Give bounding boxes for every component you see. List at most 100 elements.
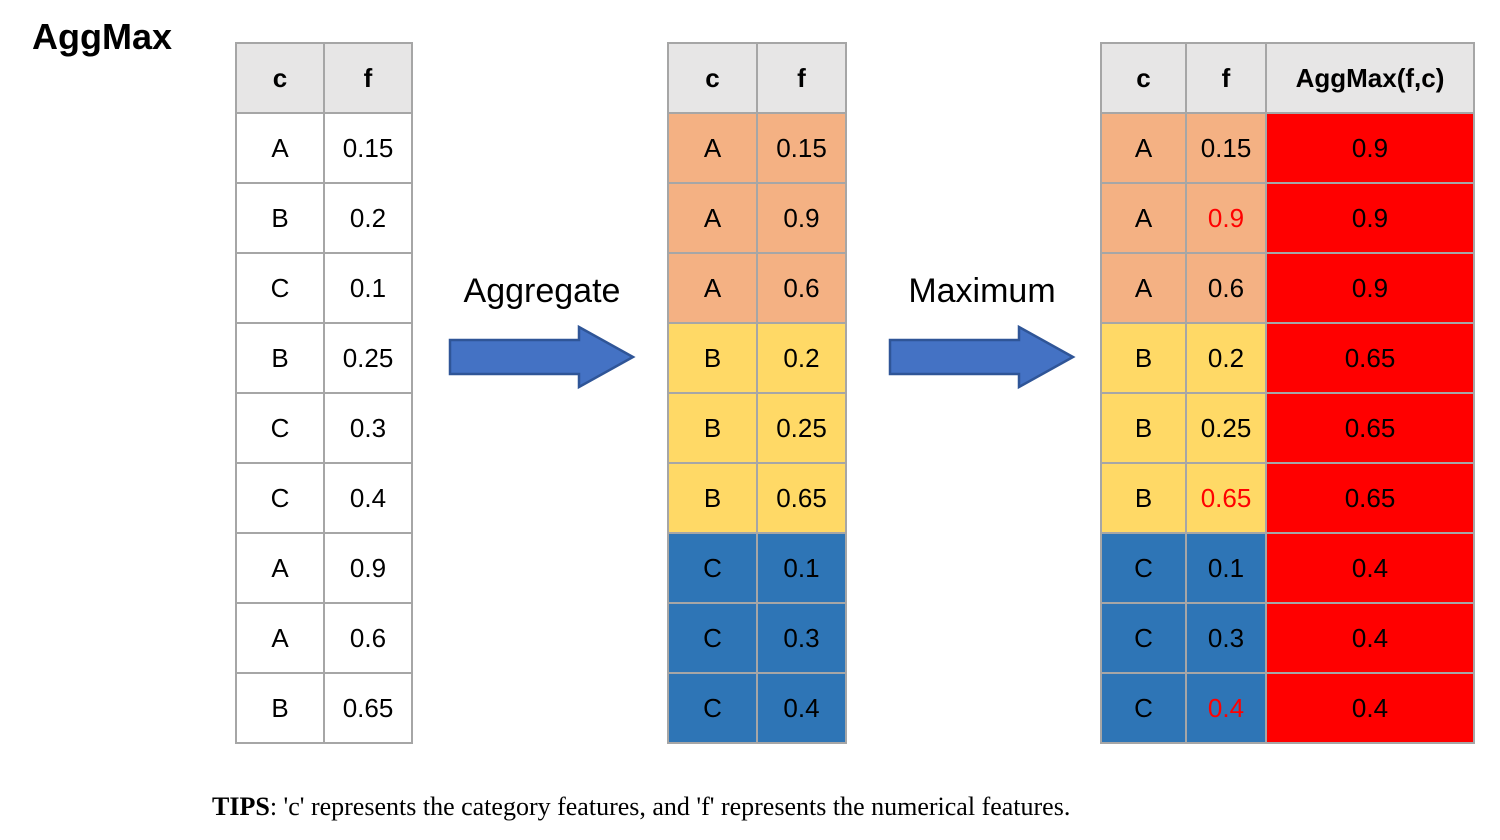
table-row: C 0.1 (235, 252, 413, 324)
tips-note: TIPS: 'c' represents the category featur… (212, 792, 1070, 822)
cell-f: 0.65 (323, 672, 413, 744)
table-row: C 0.3 0.4 (1100, 602, 1475, 674)
cell-f: 0.65 (756, 462, 847, 534)
cell-f: 0.3 (323, 392, 413, 464)
cell-f: 0.6 (756, 252, 847, 324)
table-row: B 0.2 (235, 182, 413, 254)
cell-c: C (667, 672, 758, 744)
table-row: B 0.2 (667, 322, 847, 394)
cell-aggmax: 0.9 (1265, 182, 1475, 254)
cell-c: A (1100, 252, 1187, 324)
cell-c: A (667, 112, 758, 184)
cell-aggmax: 0.4 (1265, 532, 1475, 604)
cell-aggmax: 0.65 (1265, 322, 1475, 394)
tips-label: TIPS (212, 792, 270, 821)
cell-f: 0.15 (323, 112, 413, 184)
aggregated-table: c f A 0.15 A 0.9 A 0.6 B 0.2 B 0.25 B 0.65 C 0.1 C 0.3 C 0.… (667, 42, 847, 744)
cell-f: 0.2 (1185, 322, 1267, 394)
table-row: C 0.4 0.4 (1100, 672, 1475, 744)
table-row: B 0.25 0.65 (1100, 392, 1475, 464)
cell-c: C (235, 392, 325, 464)
cell-c: A (235, 532, 325, 604)
table-row: A 0.15 0.9 (1100, 112, 1475, 184)
cell-c: B (1100, 392, 1187, 464)
maximum-step: Maximum (888, 272, 1076, 391)
table-row: C 0.3 (667, 602, 847, 674)
aggregate-step: Aggregate (448, 272, 636, 391)
table-row: A 0.9 (667, 182, 847, 254)
tips-text: : 'c' represents the category features, … (269, 792, 1071, 821)
header-row: c f AggMax(f,c) (1100, 42, 1475, 114)
cell-aggmax: 0.4 (1265, 672, 1475, 744)
cell-f: 0.4 (756, 672, 847, 744)
cell-f: 0.1 (323, 252, 413, 324)
cell-f: 0.2 (323, 182, 413, 254)
cell-c: A (1100, 112, 1187, 184)
cell-f: 0.15 (1185, 112, 1267, 184)
right-arrow-icon (448, 324, 636, 390)
cell-aggmax: 0.9 (1265, 112, 1475, 184)
maximum-label: Maximum (908, 272, 1056, 310)
cell-c: A (1100, 182, 1187, 254)
table-row: A 0.15 (235, 112, 413, 184)
table-row: B 0.25 (235, 322, 413, 394)
cell-f: 0.25 (323, 322, 413, 394)
cell-c: C (667, 532, 758, 604)
cell-c: A (235, 602, 325, 674)
table-row: C 0.4 (235, 462, 413, 534)
cell-c: B (235, 182, 325, 254)
cell-c: B (1100, 462, 1187, 534)
cell-f: 0.6 (1185, 252, 1267, 324)
cell-f: 0.2 (756, 322, 847, 394)
table-row: C 0.3 (235, 392, 413, 464)
cell-f: 0.6 (323, 602, 413, 674)
cell-f: 0.25 (756, 392, 847, 464)
cell-aggmax: 0.65 (1265, 462, 1475, 534)
cell-f: 0.65 (1185, 462, 1267, 534)
column-header-f: f (756, 42, 847, 114)
cell-c: C (1100, 672, 1187, 744)
cell-c: B (1100, 322, 1187, 394)
cell-c: B (667, 392, 758, 464)
cell-c: C (1100, 532, 1187, 604)
column-header-f: f (323, 42, 413, 114)
result-table: c f AggMax(f,c) A 0.15 0.9 A 0.9 0.9 A 0.6 0.9 B 0.2 0… (1100, 42, 1475, 744)
right-arrow-icon (888, 324, 1076, 390)
cell-f: 0.1 (756, 532, 847, 604)
cell-c: B (667, 322, 758, 394)
table-row: C 0.1 0.4 (1100, 532, 1475, 604)
cell-c: C (1100, 602, 1187, 674)
table-row: A 0.6 (667, 252, 847, 324)
cell-f: 0.3 (756, 602, 847, 674)
cell-f: 0.1 (1185, 532, 1267, 604)
table-row: B 0.65 (667, 462, 847, 534)
cell-aggmax: 0.9 (1265, 252, 1475, 324)
cell-c: B (235, 322, 325, 394)
cell-aggmax: 0.65 (1265, 392, 1475, 464)
cell-c: A (667, 182, 758, 254)
cell-f: 0.15 (756, 112, 847, 184)
original-table: c f A 0.15 B 0.2 C 0.1 B 0.25 C 0.3 C 0.4 A 0.9 A 0.6 B 0.6… (235, 42, 413, 744)
table-row: A 0.9 0.9 (1100, 182, 1475, 254)
column-header-c: c (667, 42, 758, 114)
column-header-c: c (235, 42, 325, 114)
table-row: A 0.15 (667, 112, 847, 184)
table-row: B 0.25 (667, 392, 847, 464)
cell-f: 0.4 (323, 462, 413, 534)
aggregate-label: Aggregate (463, 272, 621, 310)
cell-c: C (235, 252, 325, 324)
table-row: A 0.6 0.9 (1100, 252, 1475, 324)
column-header-c: c (1100, 42, 1187, 114)
cell-c: B (667, 462, 758, 534)
cell-c: A (235, 112, 325, 184)
cell-c: A (667, 252, 758, 324)
table-row: B 0.65 (235, 672, 413, 744)
cell-f: 0.4 (1185, 672, 1267, 744)
cell-c: B (235, 672, 325, 744)
cell-f: 0.25 (1185, 392, 1267, 464)
cell-c: C (667, 602, 758, 674)
cell-f: 0.3 (1185, 602, 1267, 674)
